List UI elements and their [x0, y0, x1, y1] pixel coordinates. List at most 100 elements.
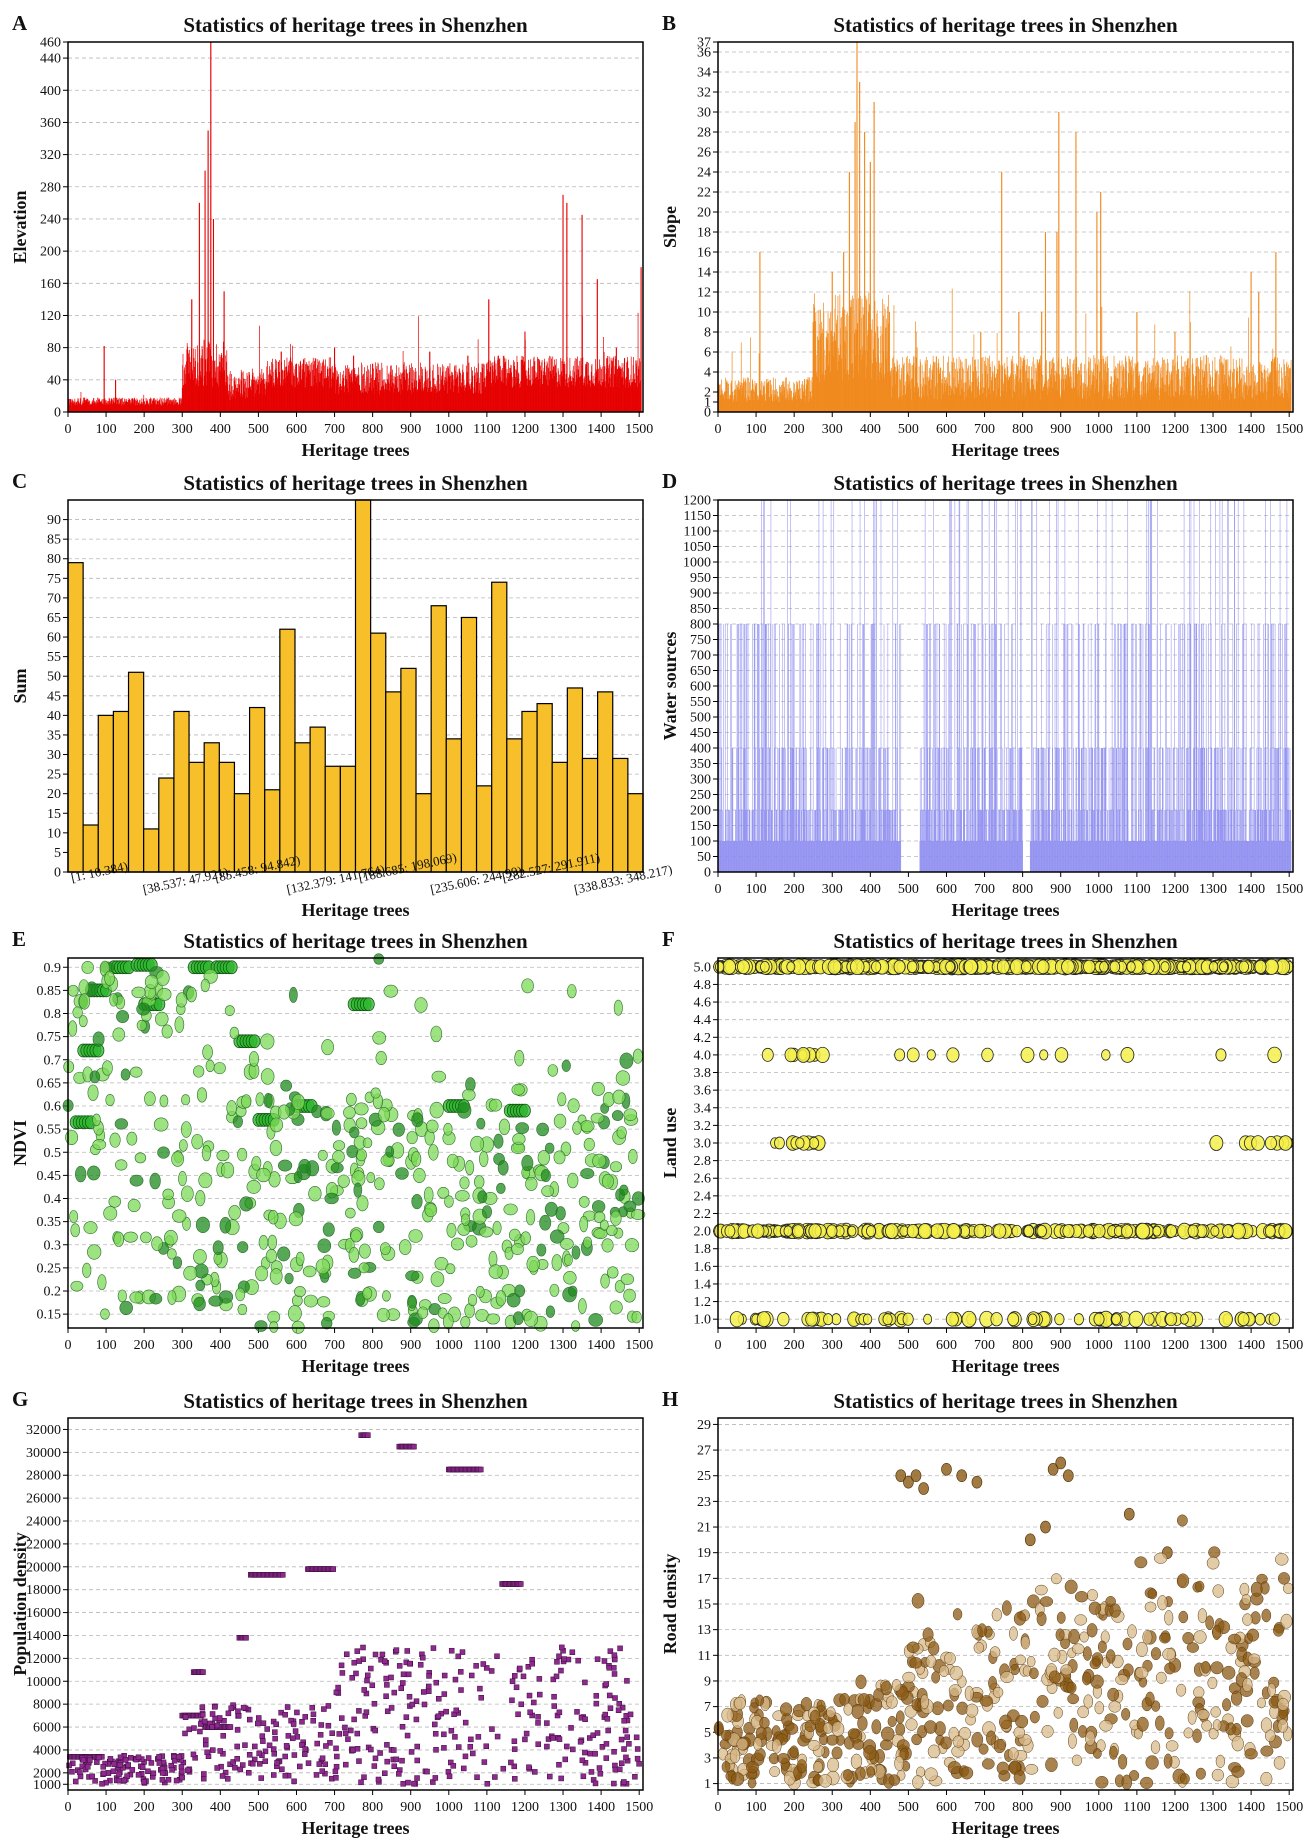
y-tick-label: 40	[47, 709, 61, 724]
x-tick-label: 1500	[625, 422, 653, 437]
x-tick-label: 1300	[1199, 422, 1227, 437]
y-tick-label: 1150	[684, 509, 711, 524]
histogram-bar	[97, 714, 114, 873]
y-tick-label: 950	[690, 571, 711, 586]
x-tick-label: 1000	[1085, 882, 1113, 897]
x-tick-label: 600	[286, 422, 307, 437]
histogram-bar	[536, 703, 553, 873]
y-tick-label: 350	[690, 757, 711, 772]
panel-letter: C	[12, 469, 27, 493]
x-tick-label: 0	[65, 422, 72, 437]
histogram-bar	[551, 761, 568, 873]
y-tick-label: 80	[47, 341, 61, 356]
y-tick-label: 18	[697, 226, 711, 241]
y-tick-label: 24	[697, 166, 711, 181]
y-tick-label: 850	[690, 602, 711, 617]
y-tick-label: 100	[690, 835, 711, 850]
x-tick-label: 500	[898, 422, 919, 437]
histogram-bar	[627, 793, 644, 873]
y-tick-label: 14	[697, 266, 711, 281]
x-tick-label: 1000	[1085, 422, 1113, 437]
y-tick-label: 0	[54, 866, 61, 881]
histogram-bar	[127, 671, 145, 873]
y-tick-label: 460	[40, 36, 61, 51]
x-tick-label: 1400	[1237, 422, 1265, 437]
histogram-bar	[309, 726, 326, 873]
y-tick-label: 10	[47, 826, 61, 841]
y-tick-label: 0.7	[44, 1053, 62, 1068]
y-tick-label: 0.2	[44, 1285, 62, 1300]
panel-letter: E	[12, 927, 26, 951]
x-tick-label: 600	[286, 1338, 307, 1353]
panel-d: D Statistics of heritage trees in Shenzhe…	[660, 469, 1303, 920]
panel-b: B Statistics of heritage trees in Shenzhe…	[660, 11, 1303, 460]
y-tick-label: 550	[690, 695, 711, 710]
histogram-bar	[339, 765, 357, 873]
y-tick-label: 0.9	[44, 961, 62, 976]
y-tick-label: 0.6	[44, 1100, 62, 1115]
x-axis-label: Heritage trees	[951, 440, 1059, 460]
histogram-bar	[158, 777, 175, 873]
x-tick-label: 900	[1050, 422, 1071, 437]
histogram-bar	[521, 710, 538, 873]
y-tick-label: 0.45	[37, 1169, 62, 1184]
y-tick-label: 1100	[684, 525, 711, 540]
y-tick-label: 450	[690, 726, 711, 741]
y-tick-label: 45	[47, 689, 61, 704]
x-axis-label: Heritage trees	[951, 900, 1059, 920]
y-tick-label: 360	[40, 116, 61, 131]
y-tick-label: 90	[47, 513, 61, 528]
y-tick-label: 0	[54, 406, 61, 421]
histogram-bar	[612, 757, 629, 873]
x-tick-label: 100	[746, 882, 767, 897]
y-tick-label: 26	[697, 146, 711, 161]
y-axis-label: Water sources	[660, 632, 680, 741]
y-tick-label: 400	[690, 742, 711, 757]
y-tick-label: 75	[47, 572, 61, 587]
x-tick-label: 600	[936, 882, 957, 897]
histogram-bar	[203, 742, 220, 873]
histogram-bar	[491, 581, 508, 873]
y-tick-label: 30	[47, 748, 61, 763]
y-tick-label: 40	[47, 373, 61, 388]
y-tick-label: 36	[697, 46, 711, 61]
y-axis-label: Sum	[10, 668, 30, 703]
y-tick-label: 0.4	[44, 1192, 62, 1207]
x-tick-label: 1500	[1275, 882, 1303, 897]
x-tick-label: 300	[822, 882, 843, 897]
x-axis-label: Heritage trees	[301, 440, 409, 460]
x-tick-label: 800	[362, 422, 383, 437]
histogram-bar	[430, 605, 447, 873]
y-tick-label: 600	[690, 680, 711, 695]
x-tick-label: 1100	[473, 1338, 500, 1353]
histogram-bar	[143, 828, 160, 873]
y-tick-label: 0.35	[37, 1215, 62, 1230]
y-tick-label: 0.25	[37, 1261, 62, 1276]
y-tick-label: 0.65	[37, 1076, 62, 1091]
x-tick-label: 1400	[587, 422, 615, 437]
y-tick-label: 250	[690, 788, 711, 803]
y-tick-label: 120	[40, 309, 61, 324]
x-tick-label: 1200	[1161, 422, 1189, 437]
x-tick-label: 0	[715, 882, 722, 897]
panel-letter: D	[662, 469, 677, 493]
histogram-bar	[354, 499, 372, 873]
histogram-bar	[248, 706, 266, 873]
histogram-bar	[67, 562, 84, 873]
y-tick-label: 750	[690, 633, 711, 648]
y-tick-label: 6	[704, 346, 711, 361]
x-tick-label: 1200	[511, 422, 539, 437]
x-tick-label: 800	[362, 1338, 383, 1353]
x-tick-label: 400	[860, 882, 881, 897]
x-tick-label: 500	[898, 882, 919, 897]
x-tick-label: 700	[974, 422, 995, 437]
histogram-bar	[385, 691, 402, 873]
y-tick-label: 30	[697, 106, 711, 121]
histogram-bar	[112, 710, 130, 873]
x-tick-label: 1200	[1161, 882, 1189, 897]
y-tick-label: 8	[704, 326, 711, 341]
plot-frame	[717, 41, 1294, 413]
x-tick-label: 300	[172, 1338, 193, 1353]
y-tick-label: 85	[47, 533, 61, 548]
y-tick-label: 280	[40, 180, 61, 195]
